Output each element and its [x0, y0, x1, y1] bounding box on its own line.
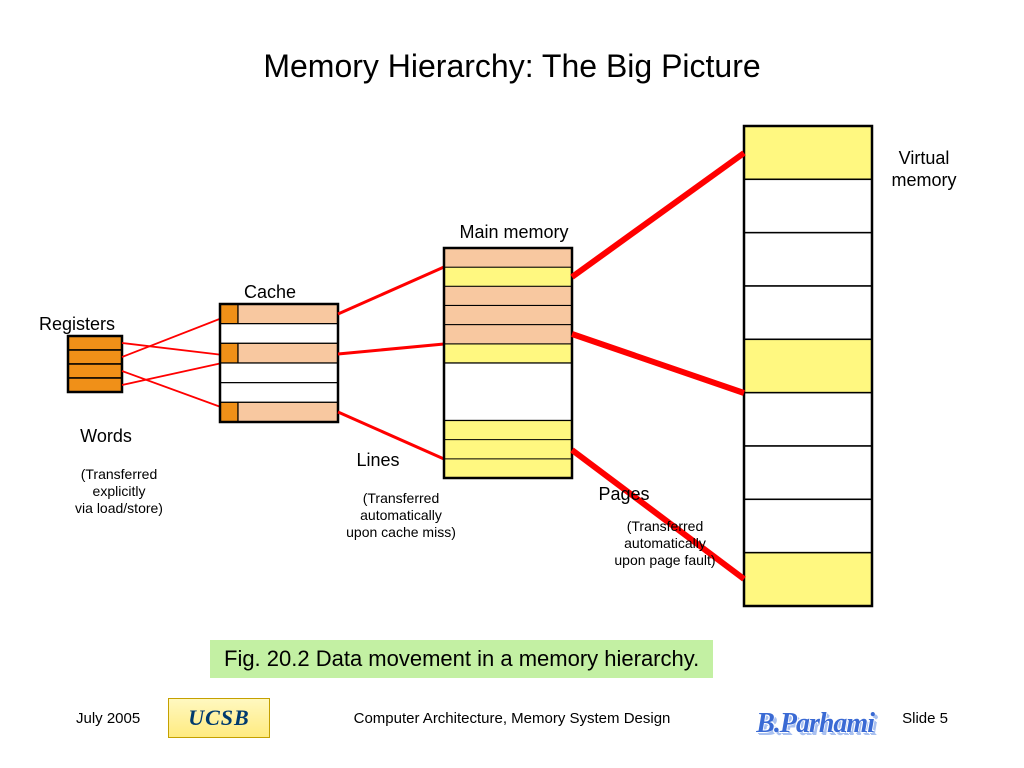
pages-label: Pages	[584, 484, 664, 506]
main-memory-label: Main memory	[444, 222, 584, 244]
transfer-lines-label: (Transferred automatically upon cache mi…	[326, 490, 476, 540]
transfer-pages-label: (Transferred automatically upon page fau…	[590, 518, 740, 568]
lines-label: Lines	[338, 450, 418, 472]
cache-label: Cache	[230, 282, 310, 304]
figure-caption: Fig. 20.2 Data movement in a memory hier…	[210, 640, 713, 678]
virtual-memory-label: Virtual memory	[884, 148, 964, 191]
author-logo: B.Parhami	[756, 708, 874, 740]
registers-label: Registers	[32, 314, 122, 336]
footer-slide-number: Slide 5	[902, 710, 948, 727]
ucsb-logo: UCSB	[168, 698, 270, 738]
words-label: Words	[66, 426, 146, 448]
transfer-words-label: (Transferred explicitly via load/store)	[54, 466, 184, 516]
